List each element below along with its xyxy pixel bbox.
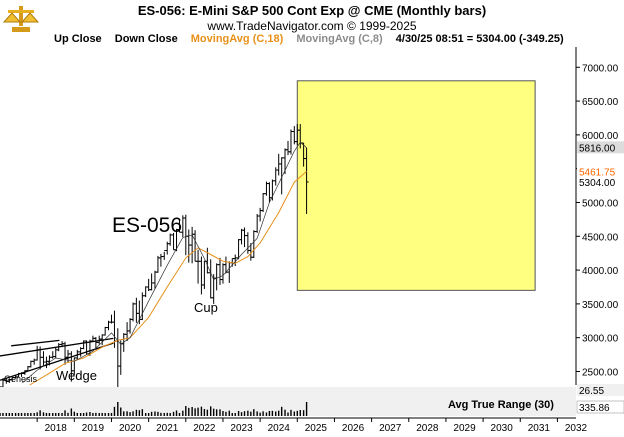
ohlc-bar (304, 147, 309, 214)
wedge-trendline (0, 337, 114, 357)
ohlc-bar (155, 255, 160, 273)
x-tick-label: 2018 (45, 423, 68, 434)
wedge-trendline (11, 339, 60, 347)
ohlc-bar (202, 260, 207, 290)
ohlc-bar (134, 297, 139, 323)
wedge-annotation: Wedge (56, 368, 97, 383)
ohlc-bar (44, 356, 49, 369)
x-tick-label: 2030 (491, 423, 514, 434)
ohlc-bar (103, 326, 108, 336)
moving-average-18-line (29, 170, 307, 386)
ohlc-bar (276, 153, 281, 176)
ohlc-bar (261, 193, 266, 212)
price-label-box (577, 165, 624, 178)
y-tick-label: 4000.00 (582, 266, 619, 277)
symbol-annotation: ES-056 (112, 214, 182, 237)
price-label: 5461.75 (579, 167, 616, 178)
cup-annotation: Cup (194, 300, 218, 315)
x-tick-label: 2023 (230, 423, 253, 434)
x-tick-label: 2019 (82, 423, 105, 434)
price-label-box (577, 175, 624, 188)
ohlc-bar (190, 226, 195, 264)
genesis-annotation: Genesis (4, 374, 38, 384)
price-label: 5304.00 (579, 178, 616, 189)
legend-last-price: 4/30/25 08:51 = 5304.00 (-349.25) (395, 33, 564, 45)
x-tick-label: 2025 (305, 423, 328, 434)
y-tick-label: 4500.00 (582, 232, 619, 243)
ohlc-bar (115, 328, 120, 394)
ohlc-bar (258, 207, 263, 222)
x-tick-label: 2024 (268, 423, 291, 434)
ohlc-bar (137, 300, 142, 325)
ohlc-bar (286, 140, 290, 156)
ohlc-bar (128, 318, 133, 334)
legend-ma8[interactable]: MovingAvg (C,8) (296, 33, 383, 45)
ohlc-bar (288, 129, 293, 155)
ohlc-bar (149, 273, 154, 291)
ohlc-bar (199, 256, 204, 295)
y-tick-label: 3500.00 (582, 300, 619, 311)
ohlc-bar (239, 228, 244, 245)
forecast-box (296, 80, 536, 291)
x-tick-label: 2027 (379, 423, 402, 434)
legend-down-close[interactable]: Down Close (114, 33, 178, 45)
ohlc-bar (270, 179, 275, 201)
atr-value-box-1 (577, 384, 624, 396)
ohlc-bar (227, 261, 232, 283)
x-tick-label: 2029 (453, 423, 476, 434)
legend: Up Close Down Close MovingAvg (C,18) Mov… (54, 33, 574, 45)
y-tick-label: 3000.00 (582, 334, 619, 345)
ohlc-bar (50, 351, 55, 359)
trade-navigator-logo-icon[interactable] (2, 2, 40, 39)
copyright-text: www.TradeNavigator.com © 1999-2025 (207, 19, 417, 33)
ohlc-bar (186, 229, 191, 263)
ohlc-bar (35, 345, 40, 361)
ohlc-bar (158, 253, 163, 267)
atr-value-box-2 (576, 400, 624, 414)
indicator-panel (0, 387, 576, 416)
indicator-label: Avg True Range (30) (448, 399, 554, 411)
price-label: 5816.00 (579, 143, 616, 154)
atr-value-2: 335.86 (579, 403, 610, 414)
x-tick-label: 2031 (528, 423, 551, 434)
y-tick-label: 5000.00 (582, 198, 619, 209)
ohlc-bar (193, 230, 198, 262)
ohlc-bar (118, 340, 123, 375)
ohlc-bar (217, 257, 222, 285)
x-tick-label: 2022 (193, 423, 216, 434)
moving-average-8-line (22, 141, 307, 384)
legend-ma18[interactable]: MovingAvg (C,18) (190, 33, 284, 45)
ohlc-bar (242, 227, 247, 248)
ohlc-bar (81, 340, 86, 350)
ohlc-bar (279, 157, 284, 195)
ohlc-bar (208, 259, 213, 299)
y-tick-label: 6000.00 (582, 131, 619, 142)
ohlc-bar (162, 249, 167, 260)
ohlc-bar (214, 263, 219, 291)
atr-value-1: 26.55 (579, 386, 604, 397)
price-label-box (577, 141, 624, 154)
ohlc-bar (196, 249, 201, 284)
ohlc-bar (255, 213, 260, 233)
ohlc-bar (131, 302, 136, 322)
x-tick-label: 2021 (156, 423, 179, 434)
ohlc-bar (143, 286, 148, 298)
y-tick-label: 7000.00 (582, 63, 619, 74)
legend-up-close[interactable]: Up Close (54, 33, 102, 45)
y-tick-label: 2500.00 (582, 367, 619, 378)
ohlc-bar (183, 214, 188, 256)
x-tick-label: 2032 (565, 423, 588, 434)
y-tick-label: 6500.00 (582, 97, 619, 108)
x-tick-label: 2020 (119, 423, 142, 434)
x-tick-label: 2028 (416, 423, 439, 434)
ohlc-bar (251, 230, 256, 258)
chart-title: ES-056: E-Mini S&P 500 Cont Exp @ CME (M… (137, 3, 487, 18)
ohlc-bar (41, 351, 46, 367)
x-tick-label: 2026 (342, 423, 365, 434)
ohlc-bar (53, 347, 58, 358)
